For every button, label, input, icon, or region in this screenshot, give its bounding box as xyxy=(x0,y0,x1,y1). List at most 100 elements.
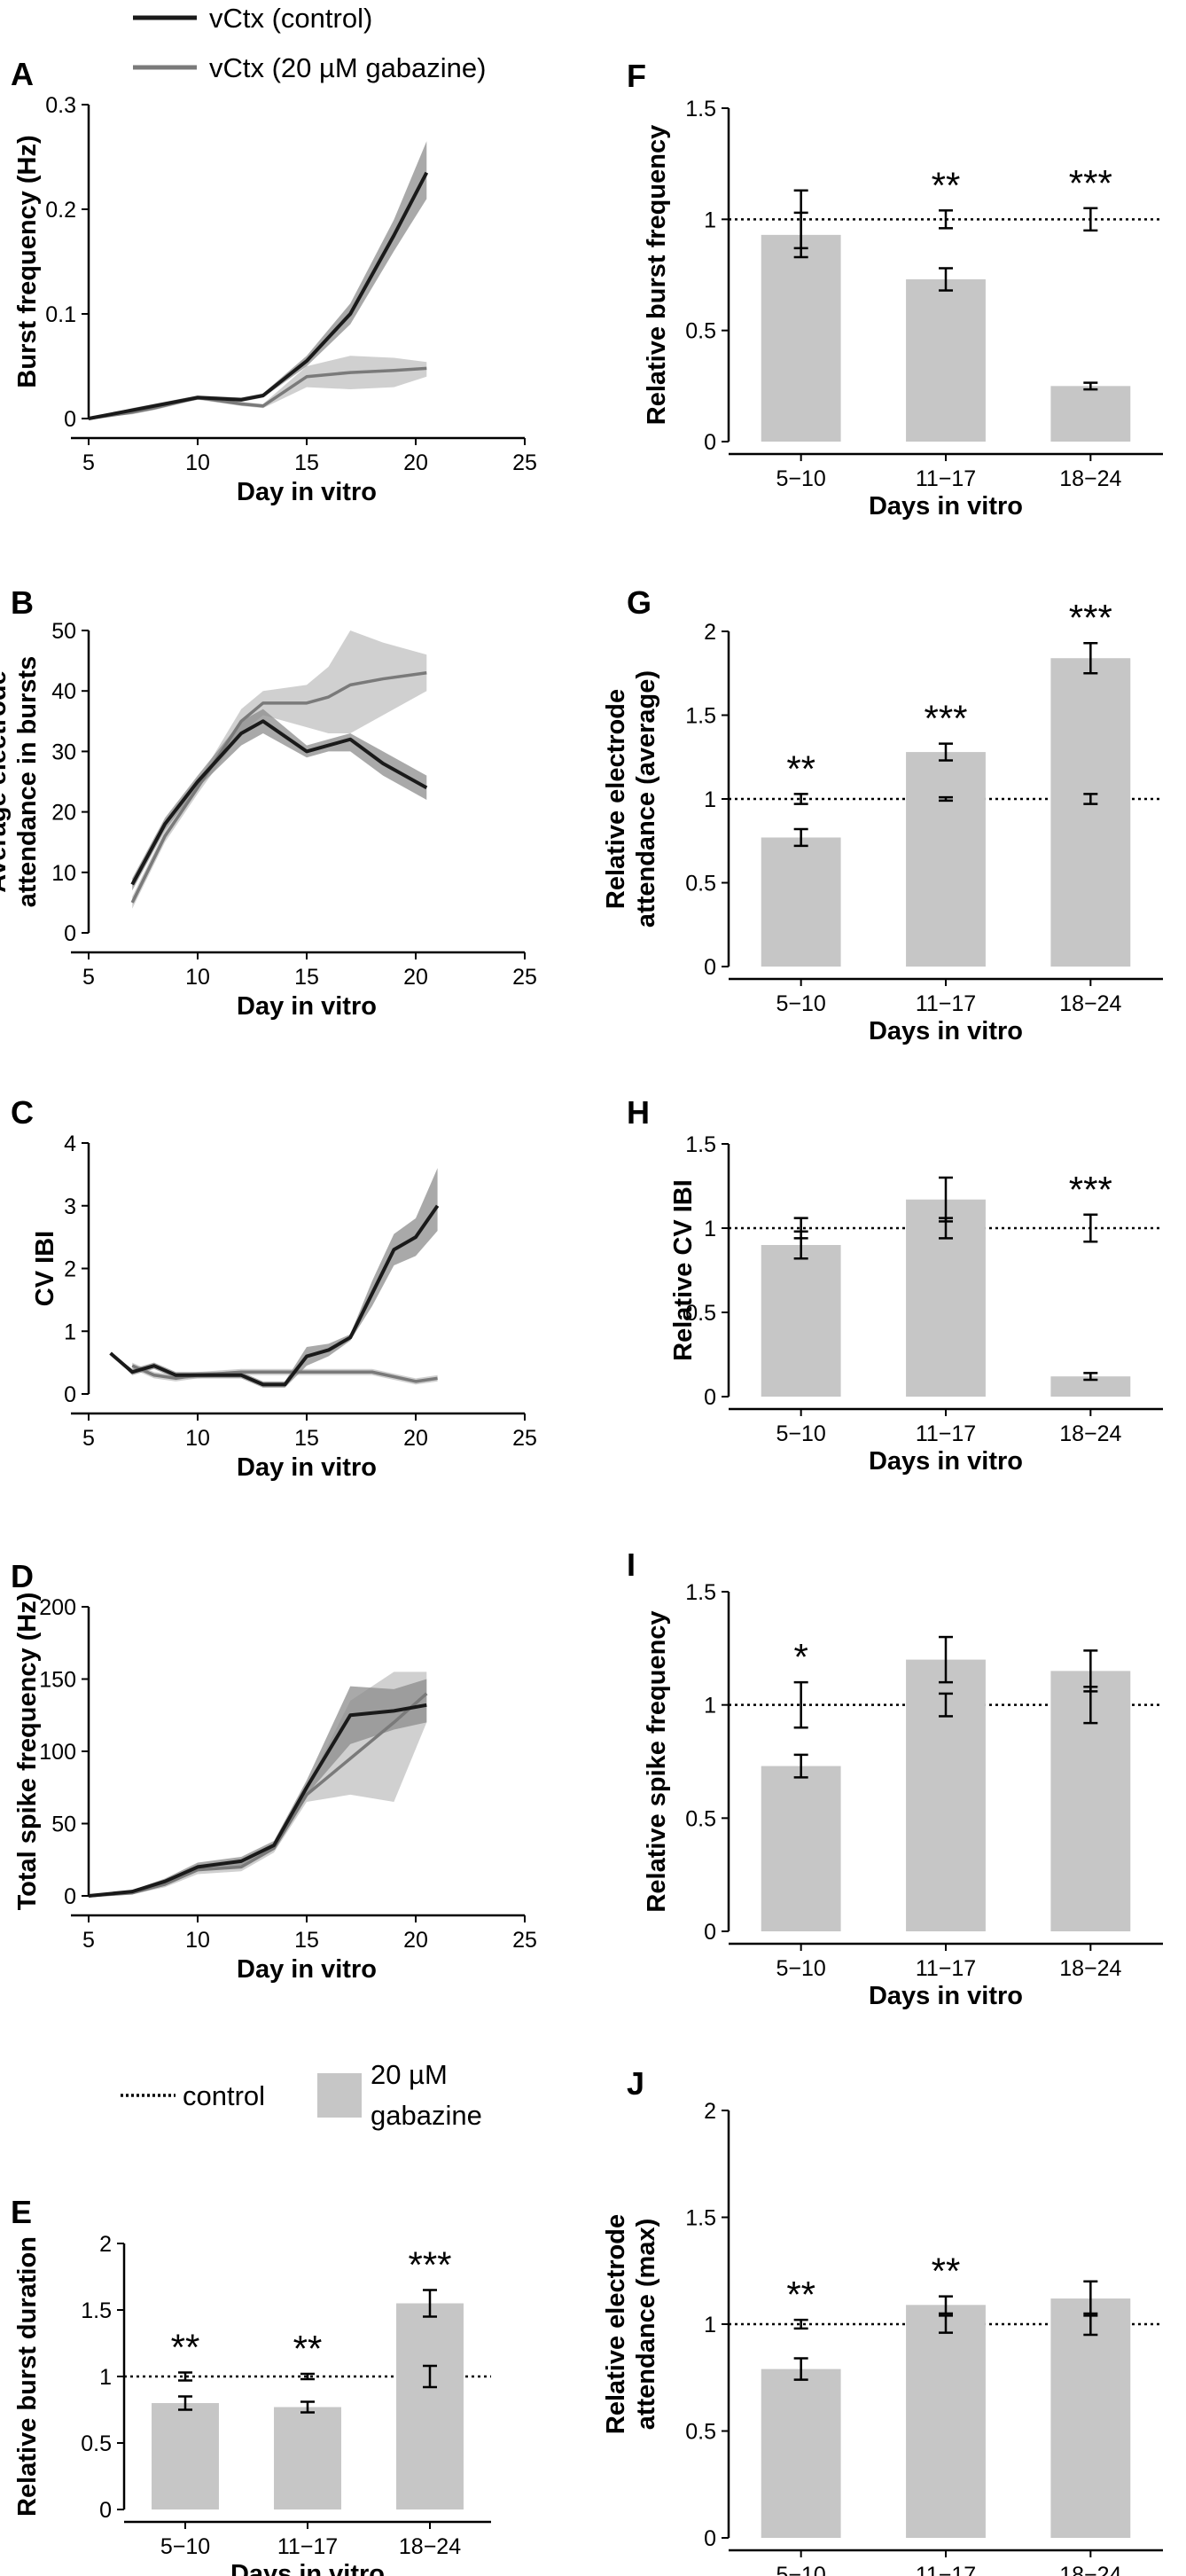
panel-h: H 0 0.5 1 1.5 Relative CV IBI 5−10 11−17 18−24 **… xyxy=(627,1094,1163,1476)
y-tick-label: 1.5 xyxy=(685,1580,716,1605)
y-tick-label: 0.5 xyxy=(685,1301,716,1326)
y-tick-label: 0 xyxy=(64,407,76,432)
y-axis-label: attendance in bursts xyxy=(13,656,42,908)
x-tick-label: 15 xyxy=(294,450,319,475)
significance-stars: ** xyxy=(932,2251,961,2292)
series-band-control xyxy=(110,1168,438,1388)
panel-g: G 0 0.5 1 1.5 2 Relative electrode attendance (… xyxy=(602,584,1163,1045)
bar xyxy=(761,1245,841,1397)
y-tick-label: 0 xyxy=(704,1385,716,1410)
y-tick-label: 3 xyxy=(64,1194,76,1219)
panel-label: F xyxy=(627,58,646,94)
bar xyxy=(906,279,986,442)
significance-stars: ** xyxy=(786,2274,815,2315)
bar xyxy=(152,2403,219,2509)
panel-label: A xyxy=(11,56,34,92)
x-tick-label: 18−24 xyxy=(1059,466,1121,491)
bar xyxy=(906,2305,986,2538)
legend-label-gabazine: vCtx (20 µM gabazine) xyxy=(209,52,486,83)
x-tick-label: 11−17 xyxy=(916,2563,976,2576)
y-tick-label: 0.5 xyxy=(685,319,716,344)
significance-stars: *** xyxy=(1069,162,1112,204)
panel-label: I xyxy=(627,1546,636,1583)
y-tick-label: 1.5 xyxy=(685,1132,716,1157)
significance-stars: *** xyxy=(408,2244,451,2286)
y-axis-label: CV IBI xyxy=(31,1231,59,1306)
y-tick-label: 1 xyxy=(64,1319,76,1344)
x-tick-label: 15 xyxy=(294,965,319,990)
y-tick-label: 0 xyxy=(704,2526,716,2551)
x-tick-label: 25 xyxy=(512,450,537,475)
panel-label: H xyxy=(627,1094,650,1131)
series-band-control xyxy=(89,1679,427,1896)
panel-i: I 0 0.5 1 1.5 Relative spike frequency 5−10 * 11… xyxy=(627,1546,1163,2010)
y-tick-label: 2 xyxy=(64,1257,76,1282)
x-tick-label: 11−17 xyxy=(916,991,976,1016)
x-tick-label: 11−17 xyxy=(277,2534,338,2559)
x-tick-label: 15 xyxy=(294,1426,319,1451)
x-tick-label: 5−10 xyxy=(776,1421,826,1446)
significance-stars: *** xyxy=(1069,1169,1112,1210)
y-tick-label: 0.1 xyxy=(45,302,76,327)
x-tick-label: 5−10 xyxy=(776,991,826,1016)
bar xyxy=(761,234,841,442)
y-tick-label: 0 xyxy=(64,1884,76,1909)
x-tick-label: 10 xyxy=(185,1426,210,1451)
significance-stars: ** xyxy=(293,2328,323,2369)
y-axis-label: attendance (max) xyxy=(632,2219,660,2431)
y-tick-label: 1.5 xyxy=(685,97,716,121)
x-axis-label: Day in vitro xyxy=(237,1453,377,1482)
panel-e: E 0 0.5 1 1.5 2 Relative burst duration 5−10 ** 1… xyxy=(11,2194,491,2576)
y-tick-label: 50 xyxy=(51,1813,76,1837)
x-axis-label: Days in vitro xyxy=(869,492,1023,521)
y-tick-label: 1 xyxy=(704,1217,716,1241)
panel-label: C xyxy=(11,1094,34,1131)
panel-label: D xyxy=(11,1558,34,1594)
bar xyxy=(761,837,841,967)
x-tick-label: 5−10 xyxy=(776,466,826,491)
y-tick-label: 1 xyxy=(704,2313,716,2337)
x-tick-label: 11−17 xyxy=(916,466,976,491)
significance-stars: *** xyxy=(1069,597,1112,638)
x-tick-label: 25 xyxy=(512,965,537,990)
significance-stars: ** xyxy=(171,2327,200,2369)
y-tick-label: 0 xyxy=(704,430,716,455)
significance-stars: ** xyxy=(786,748,815,789)
y-axis-label: Relative burst frequency xyxy=(643,125,671,425)
series-line-control xyxy=(109,1204,440,1387)
series-band-gabazine xyxy=(132,630,427,909)
bar xyxy=(1050,1376,1131,1397)
series-line-gabazine xyxy=(88,366,427,420)
legend-bottom: control 20 µM gabazine xyxy=(121,2059,482,2131)
bar xyxy=(1050,2298,1131,2538)
x-tick-label: 5−10 xyxy=(776,1956,826,1981)
x-tick-label: 18−24 xyxy=(1059,1421,1121,1446)
y-tick-label: 10 xyxy=(51,861,76,886)
legend-gabazine-swatch xyxy=(317,2073,362,2118)
y-tick-label: 1.5 xyxy=(685,704,716,729)
panel-label: E xyxy=(11,2194,32,2230)
panel-b: B 0 10 20 30 40 50 Average electrode attendance … xyxy=(0,584,537,1021)
y-tick-label: 4 xyxy=(64,1131,76,1156)
panel-f: F 0 0.5 1 1.5 Relative burst frequency 5−10 11−… xyxy=(627,58,1163,521)
x-tick-label: 18−24 xyxy=(1059,2563,1121,2576)
bar xyxy=(274,2407,341,2509)
x-tick-label: 25 xyxy=(512,1928,537,1953)
bar xyxy=(761,1766,841,1931)
y-tick-label: 30 xyxy=(51,740,76,764)
y-tick-label: 1.5 xyxy=(81,2298,112,2323)
significance-stars: *** xyxy=(924,698,967,740)
y-axis-label: Average electrode xyxy=(0,670,12,892)
y-tick-label: 20 xyxy=(51,801,76,826)
bar xyxy=(1050,658,1131,967)
x-tick-label: 15 xyxy=(294,1928,319,1953)
x-tick-label: 18−24 xyxy=(399,2534,461,2559)
x-tick-label: 18−24 xyxy=(1059,991,1121,1016)
x-tick-label: 20 xyxy=(403,1928,428,1953)
y-axis-label: Relative burst duration xyxy=(13,2236,42,2517)
series-line-gabazine xyxy=(131,1364,438,1383)
legend-gabazine-label-line1: 20 µM xyxy=(371,2059,448,2090)
series-line-control xyxy=(88,171,429,420)
y-tick-label: 1 xyxy=(99,2365,112,2390)
